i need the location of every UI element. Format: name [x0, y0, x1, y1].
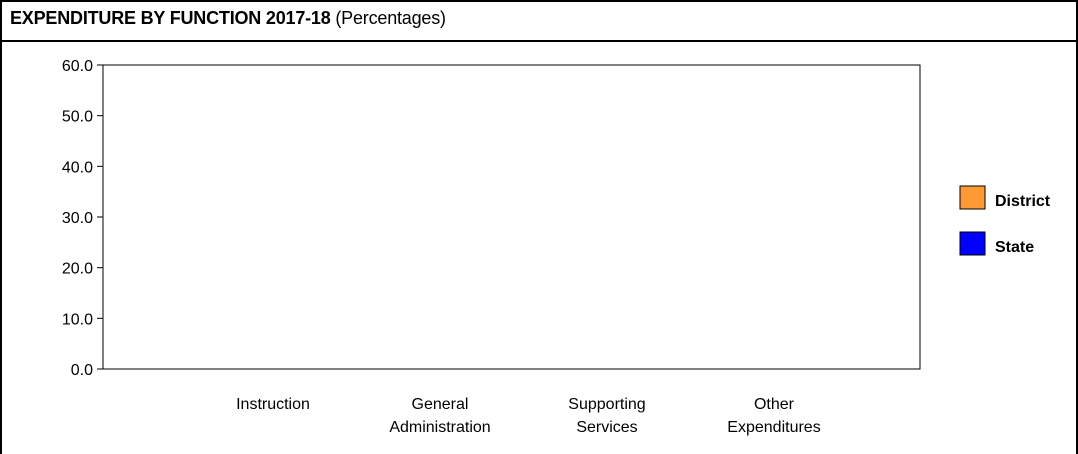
legend-swatch-district [959, 185, 986, 210]
chart-title-bar: EXPENDITURE BY FUNCTION 2017-18 (Percent… [0, 0, 1078, 42]
legend-label-state: State [995, 239, 1034, 256]
legend-swatch-state [959, 231, 986, 256]
x-category-label: Administration [389, 419, 490, 436]
y-tick-label: 40.0 [62, 159, 93, 176]
x-category-label: General [412, 396, 469, 413]
legend-label-district: District [995, 193, 1051, 210]
y-tick-label: 60.0 [62, 58, 93, 75]
y-tick-label: 30.0 [62, 210, 93, 227]
y-tick-label: 50.0 [62, 109, 93, 126]
plot-area [102, 64, 921, 370]
x-category-label: Services [576, 419, 637, 436]
y-tick-label: 20.0 [62, 261, 93, 278]
chart-title: EXPENDITURE BY FUNCTION 2017-18 (Percent… [10, 8, 446, 29]
x-category-label: Instruction [236, 396, 310, 413]
x-category-label: Supporting [568, 396, 645, 413]
x-category-label: Other [754, 396, 795, 413]
chart-subtitle: (Percentages) [335, 8, 446, 28]
chart-title-main: EXPENDITURE BY FUNCTION 2017-18 [10, 8, 331, 28]
x-category-label: Expenditures [727, 419, 820, 436]
y-tick-label: 0.0 [71, 362, 93, 379]
y-tick-label: 10.0 [62, 311, 93, 328]
